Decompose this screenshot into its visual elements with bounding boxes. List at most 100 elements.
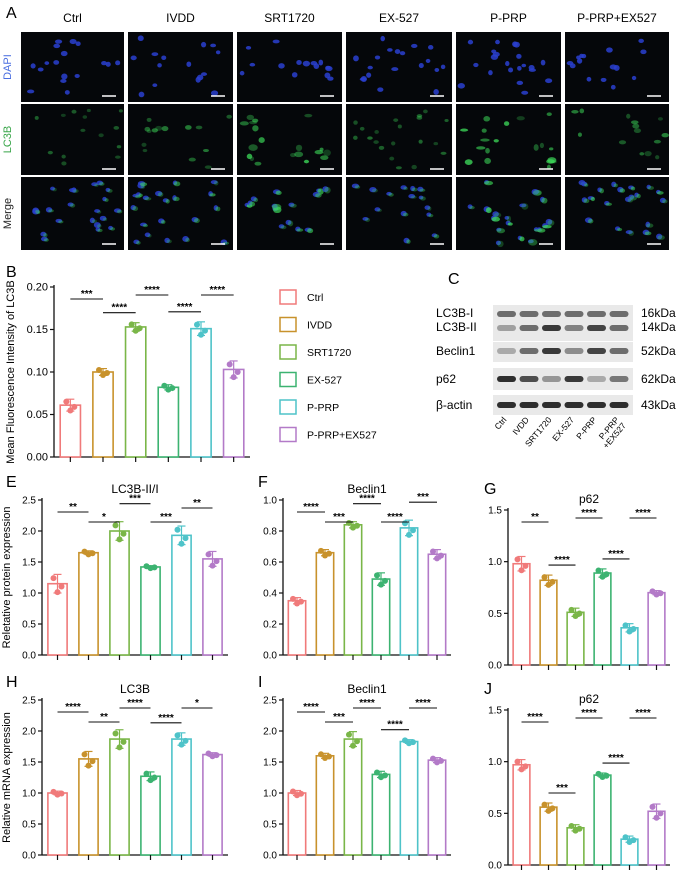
lc3b-signal (367, 136, 373, 140)
lc3b-signal (35, 209, 41, 214)
data-point (85, 762, 92, 769)
nucleus-dot (391, 67, 399, 72)
lc3b-signal (374, 130, 379, 134)
nucleus-dot (418, 195, 424, 200)
y-tick-label: 0.0 (488, 661, 502, 672)
data-point (518, 567, 525, 574)
nucleus-dot (467, 204, 473, 209)
microscopy-tile (346, 104, 452, 175)
lane-label-line: Ctrl (492, 415, 508, 432)
nucleus-dot (96, 180, 104, 186)
data-point (354, 738, 360, 745)
nucleus-dot (322, 186, 329, 193)
nucleus-dot (540, 59, 546, 66)
nucleus-dot (545, 78, 553, 84)
nucleus-dot (162, 198, 169, 203)
lc3b-signal (47, 150, 53, 155)
lc3b-signal (497, 240, 504, 248)
lc3b-signal (157, 192, 164, 197)
nucleus-dot (53, 43, 61, 49)
lc3b-signal (354, 185, 361, 189)
nucleus-dot (91, 182, 98, 187)
lc3b-signal (144, 197, 152, 201)
nucleus-dot (278, 224, 285, 229)
bar (315, 551, 335, 656)
microscopy-tile (128, 104, 233, 175)
lane-label: EX-527 (550, 415, 576, 443)
nucleus-dot (369, 186, 377, 193)
blot-band (497, 325, 516, 331)
nucleus-dot (638, 38, 644, 44)
lc3b-signal (423, 109, 428, 114)
nucleus-dot (245, 45, 252, 50)
nucleus-dot (362, 217, 369, 221)
blot-band (542, 376, 561, 382)
y-tick-label: 1.5 (22, 758, 36, 769)
nucleus-dot (521, 90, 529, 95)
lc3b-signal (632, 123, 640, 129)
data-point (205, 551, 212, 558)
nucleus-dot (164, 237, 170, 244)
y-tick-label: 0.5 (488, 809, 502, 820)
chart-title: LC3B (120, 682, 150, 696)
data-point (202, 327, 208, 334)
data-point (230, 374, 237, 381)
nucleus-dot (425, 58, 431, 63)
lc3b-signal (590, 196, 596, 202)
nucleus-dot (431, 233, 438, 238)
data-point (194, 321, 200, 328)
nucleus-dot (540, 196, 545, 203)
nucleus-dot (182, 235, 189, 242)
nucleus-dot (434, 67, 440, 72)
nucleus-dot (581, 197, 588, 203)
nucleus-dot (569, 63, 576, 69)
lc3b-signal (91, 219, 97, 224)
data-point (54, 589, 61, 596)
legend-label: EX-527 (307, 375, 342, 387)
nucleus-dot (411, 43, 418, 48)
band-label: β-actin (436, 398, 472, 412)
lc3b-signal (657, 235, 665, 240)
blot-band (564, 348, 584, 354)
lc3b-signal (406, 239, 411, 244)
lc3b-signal (519, 236, 525, 242)
lc3b-signal (440, 151, 447, 155)
data-point (514, 758, 521, 765)
data-point (294, 600, 300, 607)
bar (512, 562, 531, 666)
nucleus-dot (495, 240, 501, 246)
blot-band (609, 325, 629, 331)
bar (171, 534, 192, 656)
lc3b-signal (373, 140, 379, 144)
microscopy-tile (128, 177, 233, 250)
lc3b-signal (662, 199, 668, 204)
lc3b-signal (142, 148, 148, 153)
data-point (67, 407, 74, 414)
lc3b-signal (146, 117, 152, 122)
lc3b-signal (359, 126, 365, 131)
lc3b-signal (605, 202, 613, 206)
y-axis-label: Mean Fluorescence Intensity of LC3B (5, 280, 17, 463)
lc3b-signal (58, 220, 64, 224)
nucleus-dot (54, 39, 63, 44)
lc3b-signal (48, 209, 54, 213)
panel-letter-j: J (484, 681, 492, 698)
nucleus-dot (32, 207, 40, 214)
data-point (514, 556, 521, 563)
lc3b-signal (628, 230, 635, 236)
row-label: DAPI (2, 54, 14, 80)
lc3b-signal (43, 233, 48, 238)
significance-label: ** (69, 502, 77, 513)
blot-band (497, 376, 516, 382)
nucleus-dot (386, 191, 392, 196)
chart-title: p62 (579, 492, 599, 506)
bar (78, 758, 99, 856)
lc3b-signal (116, 145, 122, 149)
lc3b-signal (618, 140, 627, 145)
chart-title: LC3B-II/I (111, 482, 158, 496)
significance-label: *** (333, 712, 345, 723)
significance-label: **** (303, 502, 319, 513)
lc3b-signal (599, 188, 604, 194)
y-tick-label: 0.20 (27, 282, 48, 294)
lc3b-signal (195, 125, 203, 130)
